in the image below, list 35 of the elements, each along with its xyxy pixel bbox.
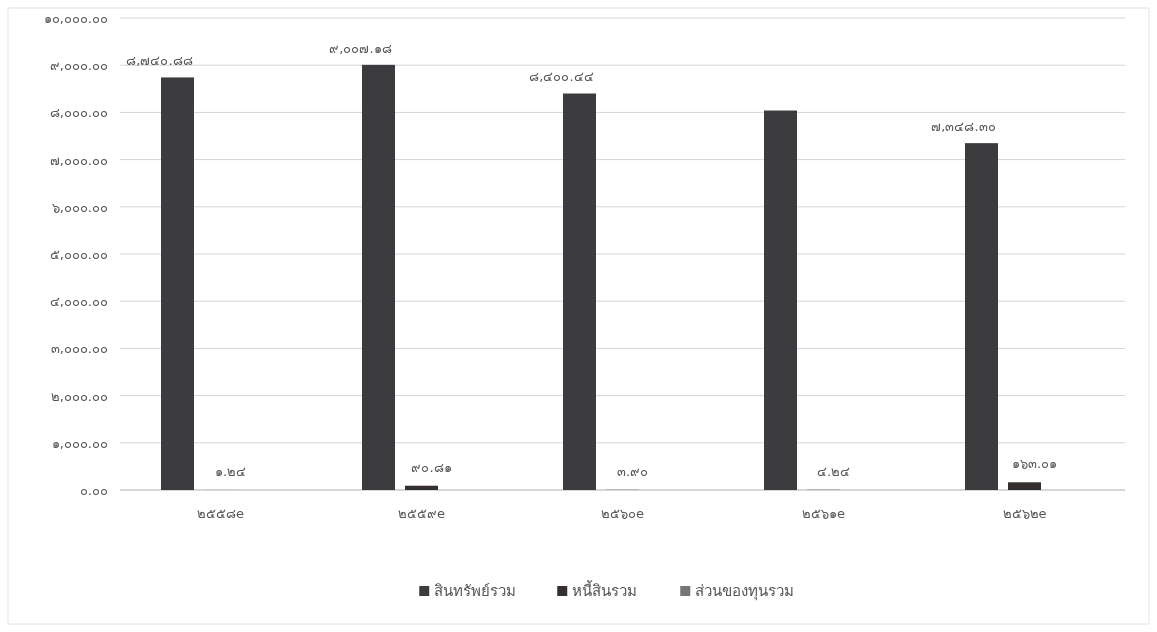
- bar: [1008, 482, 1041, 490]
- y-tick-label: ๗,๐๐๐.๐๐: [49, 152, 108, 168]
- x-tick-label: ๒๕๖๑e: [802, 506, 845, 521]
- data-label: ๙,๐๐๗.๑๘: [329, 40, 392, 56]
- bar: [563, 93, 596, 490]
- legend-label: หนี้สินรวม: [572, 580, 638, 600]
- data-label: ๙๐.๘๑: [411, 459, 452, 475]
- x-tick-label: ๒๕๕๘e: [197, 506, 244, 521]
- data-label: ๘,๗๔๐.๘๘: [126, 53, 193, 69]
- y-tick-label: ๐.๐๐: [79, 483, 108, 498]
- data-label: ๓.๙๐: [616, 463, 649, 479]
- bar: [965, 143, 998, 490]
- y-tick-label: ๑,๐๐๐.๐๐: [51, 435, 108, 451]
- data-label: ๑.๒๔: [214, 463, 247, 479]
- x-tick-label: ๒๕๖๒e: [1002, 506, 1047, 521]
- y-tick-label: ๔,๐๐๐.๐๐: [49, 294, 108, 310]
- data-label: ๘,๔๐๐.๔๔: [529, 69, 594, 85]
- y-tick-label: ๑๐,๐๐๐.๐๐: [43, 11, 108, 26]
- bar: [405, 485, 438, 490]
- data-label: ๑๖๓.๐๑: [1011, 456, 1058, 472]
- y-tick-label: ๓,๐๐๐.๐๐: [50, 341, 108, 357]
- y-tick-label: ๖,๐๐๐.๐๐: [51, 199, 108, 215]
- y-tick-label: ๒,๐๐๐.๐๐: [50, 388, 108, 404]
- legend-label: ส่วนของทุนรวม: [695, 582, 795, 601]
- y-tick-label: ๙,๐๐๐.๐๐: [49, 58, 108, 74]
- data-label: ๗,๓๔๘.๓๐: [931, 119, 996, 135]
- y-tick-label: ๘,๐๐๐.๐๐: [49, 105, 108, 121]
- x-tick-label: ๒๕๕๙e: [398, 506, 445, 521]
- x-tick-label: ๒๕๖๐e: [601, 506, 644, 521]
- bar: [764, 110, 797, 490]
- bar: [362, 64, 395, 490]
- y-tick-label: ๕,๐๐๐.๐๐: [49, 247, 108, 262]
- bar: [161, 77, 194, 490]
- data-label: ๔.๒๔: [816, 463, 851, 479]
- legend-label: สินทรัพย์รวม: [434, 582, 517, 600]
